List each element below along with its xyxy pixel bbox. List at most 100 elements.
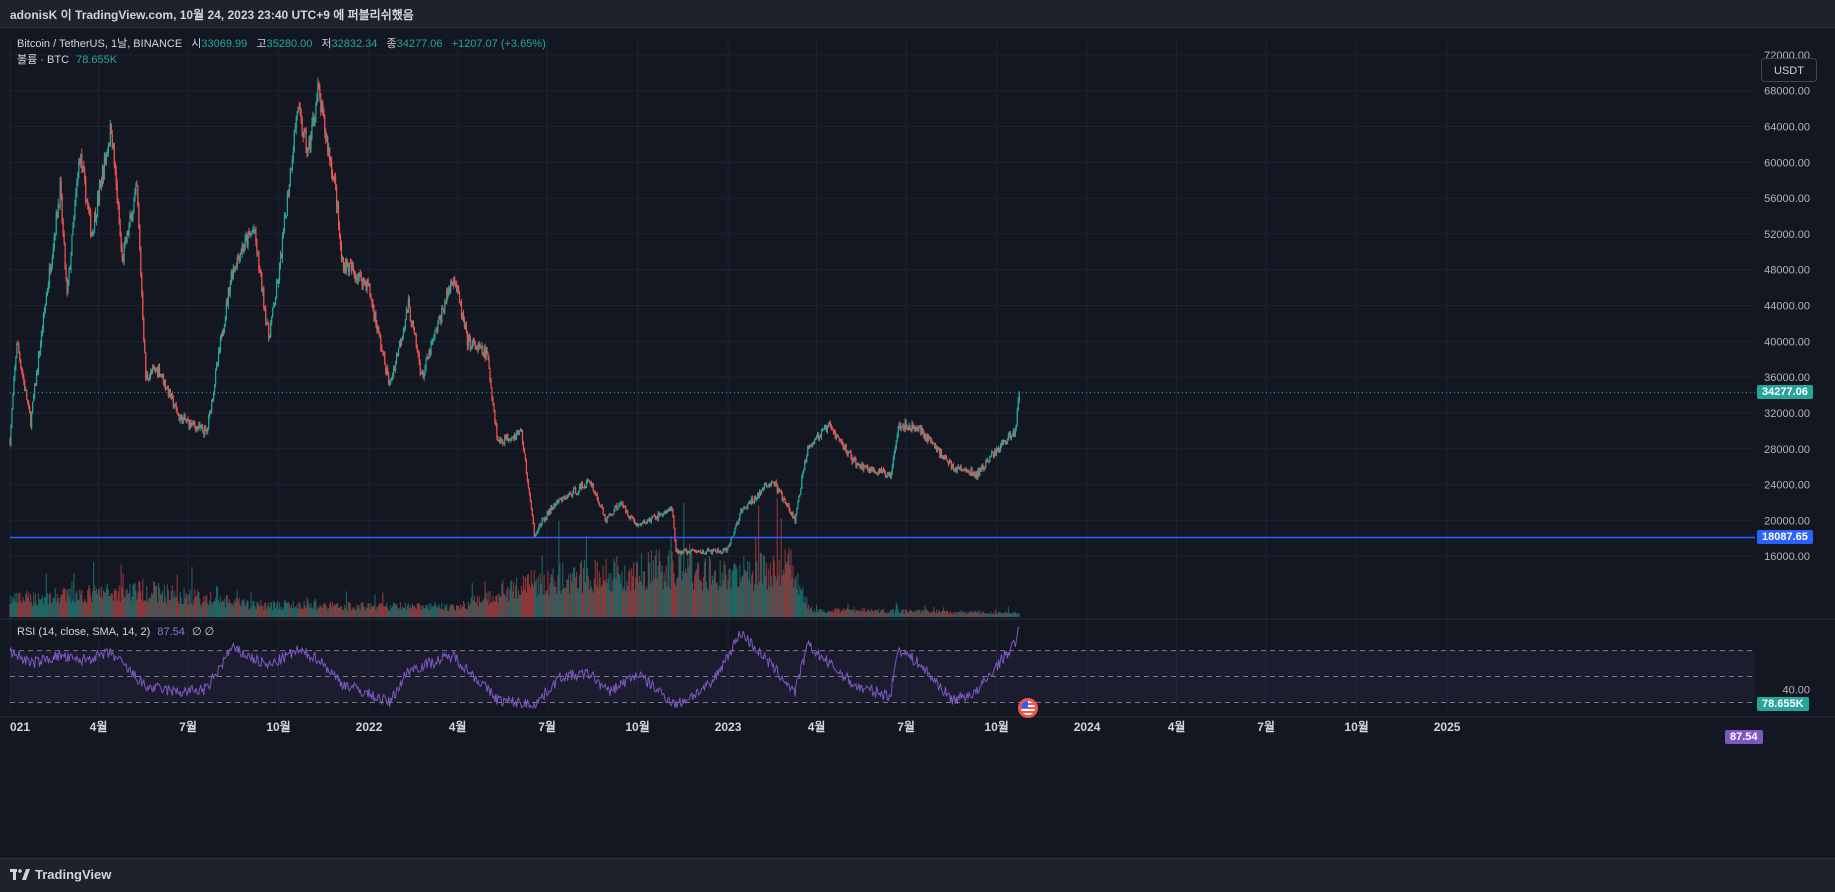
candle-body (772, 481, 774, 483)
candle-body (165, 388, 168, 390)
candle-body (654, 516, 656, 519)
candle-body (270, 324, 272, 338)
volume-bar (334, 604, 337, 617)
volume-bar (131, 596, 133, 617)
volume-bar (967, 612, 969, 617)
candle-body (307, 148, 309, 153)
volume-bar (216, 587, 219, 617)
candle-body (628, 515, 630, 518)
candle-body (810, 445, 812, 447)
volume-bar (946, 610, 949, 617)
candle-body (900, 426, 902, 429)
candle-body (807, 445, 809, 456)
volume-bar (61, 594, 63, 617)
candle-body (491, 388, 493, 400)
candle-body (59, 181, 61, 206)
volume-bar (127, 594, 129, 617)
volume-bar (171, 585, 173, 617)
candle-body (559, 499, 561, 501)
candle-body (441, 308, 443, 323)
volume-bar (641, 585, 644, 617)
candle-body (198, 424, 200, 430)
candle-body (322, 102, 324, 110)
candle-body (423, 372, 425, 379)
candle-body (87, 200, 89, 205)
volume-bar (671, 551, 673, 617)
volume-bar (117, 591, 119, 617)
candle-body (218, 349, 221, 351)
volume-bar (801, 590, 803, 617)
tradingview-logo[interactable]: TradingView (10, 867, 111, 882)
us-flag-event-icon[interactable] (1018, 698, 1038, 718)
candle-body (874, 470, 876, 472)
candle-body (110, 124, 112, 135)
volume-bar (267, 605, 269, 617)
candle-body (196, 426, 198, 432)
candle-body (925, 434, 927, 441)
candle-body (228, 288, 230, 294)
price-chart-svg[interactable]: 72000.0068000.0064000.0060000.0056000.00… (0, 27, 1835, 858)
volume-bar (844, 610, 846, 617)
candle-body (187, 419, 189, 421)
candle-body (169, 389, 171, 399)
candle-body (178, 414, 180, 421)
candle-body (98, 184, 101, 201)
volume-bar (621, 571, 623, 617)
candle-body (12, 395, 14, 410)
volume-bar (993, 612, 995, 617)
candle-body (743, 506, 745, 509)
volume-bar (705, 581, 708, 617)
candle-body (836, 435, 838, 437)
candle-body (254, 228, 256, 230)
candle-body (370, 295, 372, 300)
candle-body (144, 340, 146, 353)
volume-bar (961, 610, 963, 617)
candle-body (865, 466, 867, 468)
volume-bar (451, 604, 453, 617)
candle-body (309, 140, 311, 148)
candle-body (832, 428, 834, 432)
volume-bar (990, 611, 992, 617)
volume-bar (369, 609, 371, 617)
candle-body (636, 523, 639, 526)
volume-bar (375, 610, 377, 617)
candle-body (30, 413, 32, 427)
volume-bar (57, 597, 59, 617)
candle-body (693, 550, 695, 552)
volume-bar (366, 608, 368, 617)
volume-bar (810, 607, 812, 617)
candle-body (278, 264, 281, 283)
volume-bar (521, 590, 524, 617)
candle-body (203, 431, 205, 435)
candle-body (223, 324, 226, 332)
candle-body (268, 323, 270, 339)
volume-bar (615, 578, 617, 617)
volume-bar (422, 605, 424, 617)
volume-bar (733, 563, 735, 617)
candle-body (991, 452, 993, 456)
candle-body (908, 425, 910, 430)
volume-bar (803, 602, 805, 617)
candle-body (216, 363, 219, 365)
volume-bar (992, 614, 994, 617)
candle-body (896, 435, 898, 441)
chart-area[interactable]: 72000.00 68000.00 64000.00 60000.00 56000.00… (0, 27, 1835, 858)
volume-bar (31, 602, 33, 617)
volume-bar (862, 607, 864, 617)
volume-bar (89, 588, 91, 617)
candle-body (936, 445, 938, 451)
volume-bar (940, 611, 943, 617)
candle-body (959, 466, 961, 469)
volume-bar (997, 611, 1000, 617)
candle-body (412, 321, 414, 327)
candle-body (354, 273, 356, 280)
volume-bar (358, 605, 360, 617)
volume-bar (466, 609, 468, 617)
candle-body (343, 263, 346, 271)
volume-bar (695, 569, 698, 617)
candle-body (542, 518, 544, 520)
candle-body (992, 452, 994, 454)
volume-bar (505, 596, 507, 617)
volume-bar (913, 612, 915, 617)
currency-button[interactable]: USDT (1761, 58, 1817, 82)
